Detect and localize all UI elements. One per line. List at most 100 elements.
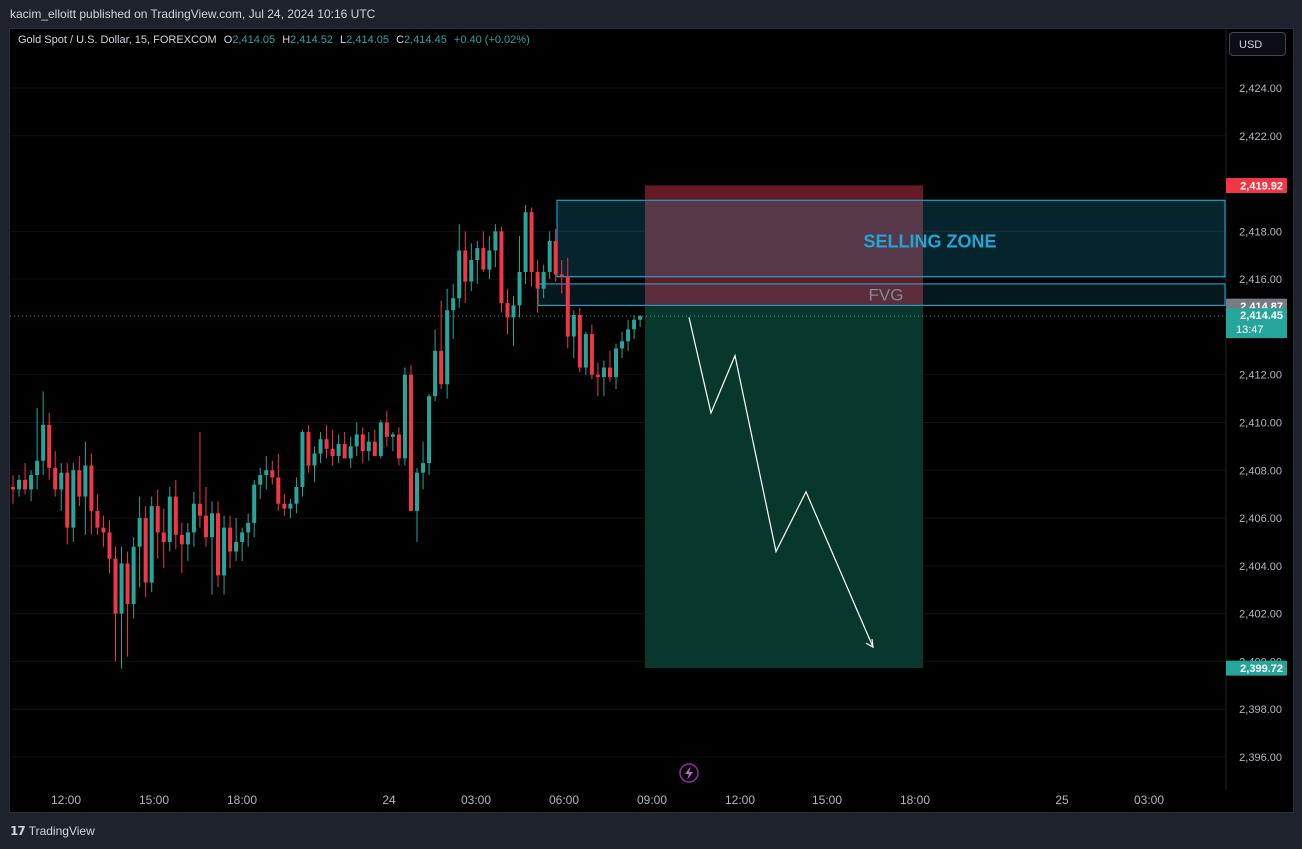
candle-body[interactable] — [300, 432, 305, 488]
candle-body[interactable] — [11, 487, 15, 490]
candle-body[interactable] — [384, 422, 389, 437]
candle-body[interactable] — [601, 367, 606, 378]
candle-body[interactable] — [342, 444, 347, 459]
candle-body[interactable] — [638, 316, 643, 320]
candle-body[interactable] — [626, 329, 631, 342]
candle-body[interactable] — [360, 434, 365, 452]
candle-body[interactable] — [59, 472, 64, 490]
candle-body[interactable] — [493, 231, 498, 251]
symbol-legend[interactable]: Gold Spot / U.S. Dollar, 15, FOREXCOM O2… — [18, 34, 530, 46]
candle-body[interactable] — [179, 534, 184, 545]
candle-body[interactable] — [143, 518, 148, 583]
candle-body[interactable] — [523, 212, 528, 272]
candle-body[interactable] — [228, 527, 233, 552]
candle-body[interactable] — [252, 484, 257, 523]
candle-body[interactable] — [614, 348, 618, 378]
candle-body[interactable] — [577, 314, 582, 368]
candle-body[interactable] — [35, 460, 40, 476]
candle-body[interactable] — [246, 522, 251, 533]
candle-body[interactable] — [595, 374, 600, 378]
candle-body[interactable] — [336, 444, 341, 456]
candle-body[interactable] — [396, 434, 401, 459]
projected-path[interactable] — [688, 317, 874, 648]
candle-body[interactable] — [402, 374, 407, 459]
lightning-icon[interactable] — [679, 763, 699, 783]
candle-body[interactable] — [324, 439, 329, 449]
candle-body[interactable] — [408, 374, 413, 511]
candle-body[interactable] — [517, 271, 522, 306]
candle-body[interactable] — [173, 496, 178, 535]
candle-body[interactable] — [23, 479, 28, 490]
candle-body[interactable] — [167, 496, 172, 542]
stop-loss-zone[interactable] — [645, 185, 923, 307]
candle-body[interactable] — [547, 240, 552, 272]
candle-body[interactable] — [529, 212, 534, 272]
candle-body[interactable] — [499, 231, 504, 304]
candle-body[interactable] — [318, 439, 323, 454]
target-zone[interactable] — [645, 306, 923, 669]
candle-body[interactable] — [511, 305, 516, 318]
candle-body[interactable] — [487, 250, 492, 270]
candle-body[interactable] — [155, 506, 160, 533]
candle-body[interactable] — [330, 448, 335, 456]
candle-body[interactable] — [149, 506, 154, 583]
candle-body[interactable] — [137, 518, 142, 547]
candle-body[interactable] — [475, 248, 480, 261]
candle-body[interactable] — [240, 532, 245, 542]
candle-body[interactable] — [439, 350, 444, 385]
candle-body[interactable] — [583, 334, 588, 368]
price-axis[interactable]: 2,424.00 2,422.00 2,418.00 2,416.00 2,412.00… — [1225, 29, 1282, 790]
candle-body[interactable] — [451, 298, 456, 311]
candle-body[interactable] — [282, 503, 287, 509]
candle-body[interactable] — [161, 532, 166, 542]
candle-body[interactable] — [366, 441, 371, 452]
candle-body[interactable] — [445, 310, 450, 385]
candle-body[interactable] — [209, 513, 214, 538]
candle-body[interactable] — [505, 303, 510, 318]
candle-body[interactable] — [541, 271, 546, 289]
candle-body[interactable] — [83, 465, 88, 497]
candle-body[interactable] — [535, 271, 540, 289]
candle-body[interactable] — [348, 446, 353, 459]
candle-body[interactable] — [107, 532, 112, 559]
candle-body[interactable] — [258, 475, 263, 485]
candle-body[interactable] — [469, 260, 474, 282]
candle-body[interactable] — [101, 527, 106, 533]
candle-body[interactable] — [433, 350, 438, 397]
candle-body[interactable] — [203, 515, 208, 538]
candle-body[interactable] — [589, 334, 594, 375]
candle-body[interactable] — [415, 472, 420, 511]
candle-body[interactable] — [276, 477, 281, 504]
candle-body[interactable] — [571, 314, 576, 337]
candle-body[interactable] — [131, 546, 136, 605]
candle-body[interactable] — [378, 422, 383, 456]
candle-body[interactable] — [71, 470, 76, 528]
candle-body[interactable] — [306, 432, 311, 466]
selling-zone-box[interactable] — [556, 199, 1226, 278]
candle-body[interactable] — [222, 527, 227, 576]
candle-body[interactable] — [113, 558, 118, 614]
candle-body[interactable] — [17, 479, 22, 490]
candle-body[interactable] — [95, 510, 100, 528]
candle-body[interactable] — [559, 274, 564, 277]
candle-body[interactable] — [463, 250, 468, 282]
candle-body[interactable] — [421, 463, 426, 473]
time-axis[interactable]: 12:00 15:00 18:00 24 03:00 06:00 09:00 12:00 15:… — [51, 793, 1164, 807]
tradingview-brand[interactable]: 𝟭𝟳 TradingView — [10, 824, 95, 838]
candle-body[interactable] — [234, 541, 239, 552]
candle-body[interactable] — [125, 563, 130, 605]
candle-body[interactable] — [77, 470, 82, 497]
candle-body[interactable] — [65, 472, 70, 528]
candle-body[interactable] — [565, 276, 570, 337]
candle-body[interactable] — [427, 396, 432, 464]
candle-body[interactable] — [481, 248, 486, 270]
candle-body[interactable] — [457, 250, 462, 299]
candle-body[interactable] — [264, 470, 269, 476]
candle-body[interactable] — [29, 475, 34, 490]
candle-body[interactable] — [553, 240, 558, 275]
candle-body[interactable] — [41, 424, 46, 461]
candle-body[interactable] — [620, 341, 625, 349]
candle-body[interactable] — [354, 434, 359, 447]
candle-body[interactable] — [47, 424, 52, 468]
